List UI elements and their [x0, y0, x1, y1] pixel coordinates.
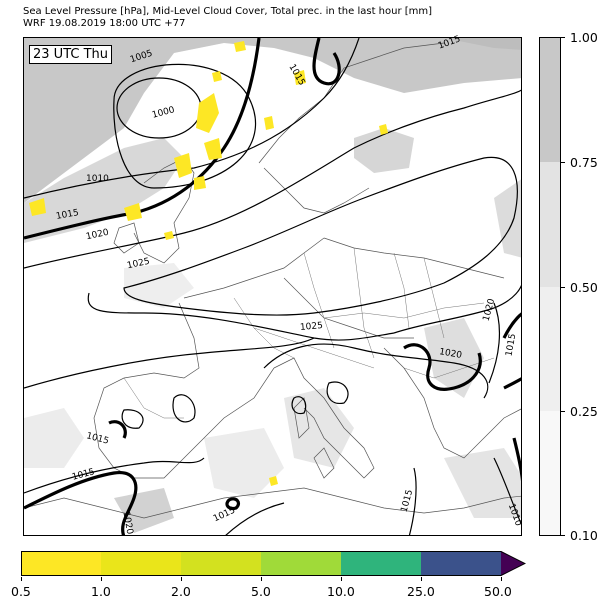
precip-tick-label: 5.0 [251, 584, 271, 599]
precipitation [29, 41, 388, 486]
cloud-band-4 [540, 411, 560, 535]
precip-band-4 [261, 551, 341, 576]
precip-tick-label: 1.0 [91, 584, 111, 599]
precip-tick-label: 2.0 [171, 584, 191, 599]
precipitation-colorbar [21, 551, 527, 577]
cloud-band-1 [540, 38, 560, 162]
chart-title: Sea Level Pressure [hPa], Mid-Level Clou… [23, 6, 433, 17]
precip-tick-label: 10.0 [327, 584, 355, 599]
precip-band-1 [21, 551, 101, 576]
cloud-tick-label: 1.00 [570, 30, 598, 45]
isobar-label: 1025 [299, 321, 324, 333]
cloud-tick-label: 0.75 [570, 155, 598, 170]
run-info: WRF 19.08.2019 18:00 UTC +77 [23, 18, 186, 29]
precip-band-6 [421, 551, 501, 576]
cloud-tick-label: 0.10 [570, 528, 598, 543]
cloud-tick-label: 0.50 [570, 280, 598, 295]
cloud-cover-colorbar [539, 37, 561, 536]
precip-tick-label: 0.5 [11, 584, 31, 599]
weather-map [23, 37, 522, 536]
precip-band-5 [341, 551, 421, 576]
cloud-tick-label: 0.25 [570, 404, 598, 419]
precip-tick-label: 25.0 [407, 584, 435, 599]
precip-band-2 [101, 551, 181, 576]
time-label: 23 UTC Thu [29, 45, 112, 64]
coastlines [24, 42, 521, 519]
isobars-1015 [24, 38, 521, 535]
precip-tick-label: 50.0 [484, 584, 512, 599]
cloud-band-2 [540, 162, 560, 287]
precip-band-3 [181, 551, 261, 576]
cloud-band-3 [540, 287, 560, 411]
precip-extend-arrow [501, 551, 525, 576]
isobars [24, 38, 521, 535]
isobar-label: 1010 [86, 174, 109, 184]
